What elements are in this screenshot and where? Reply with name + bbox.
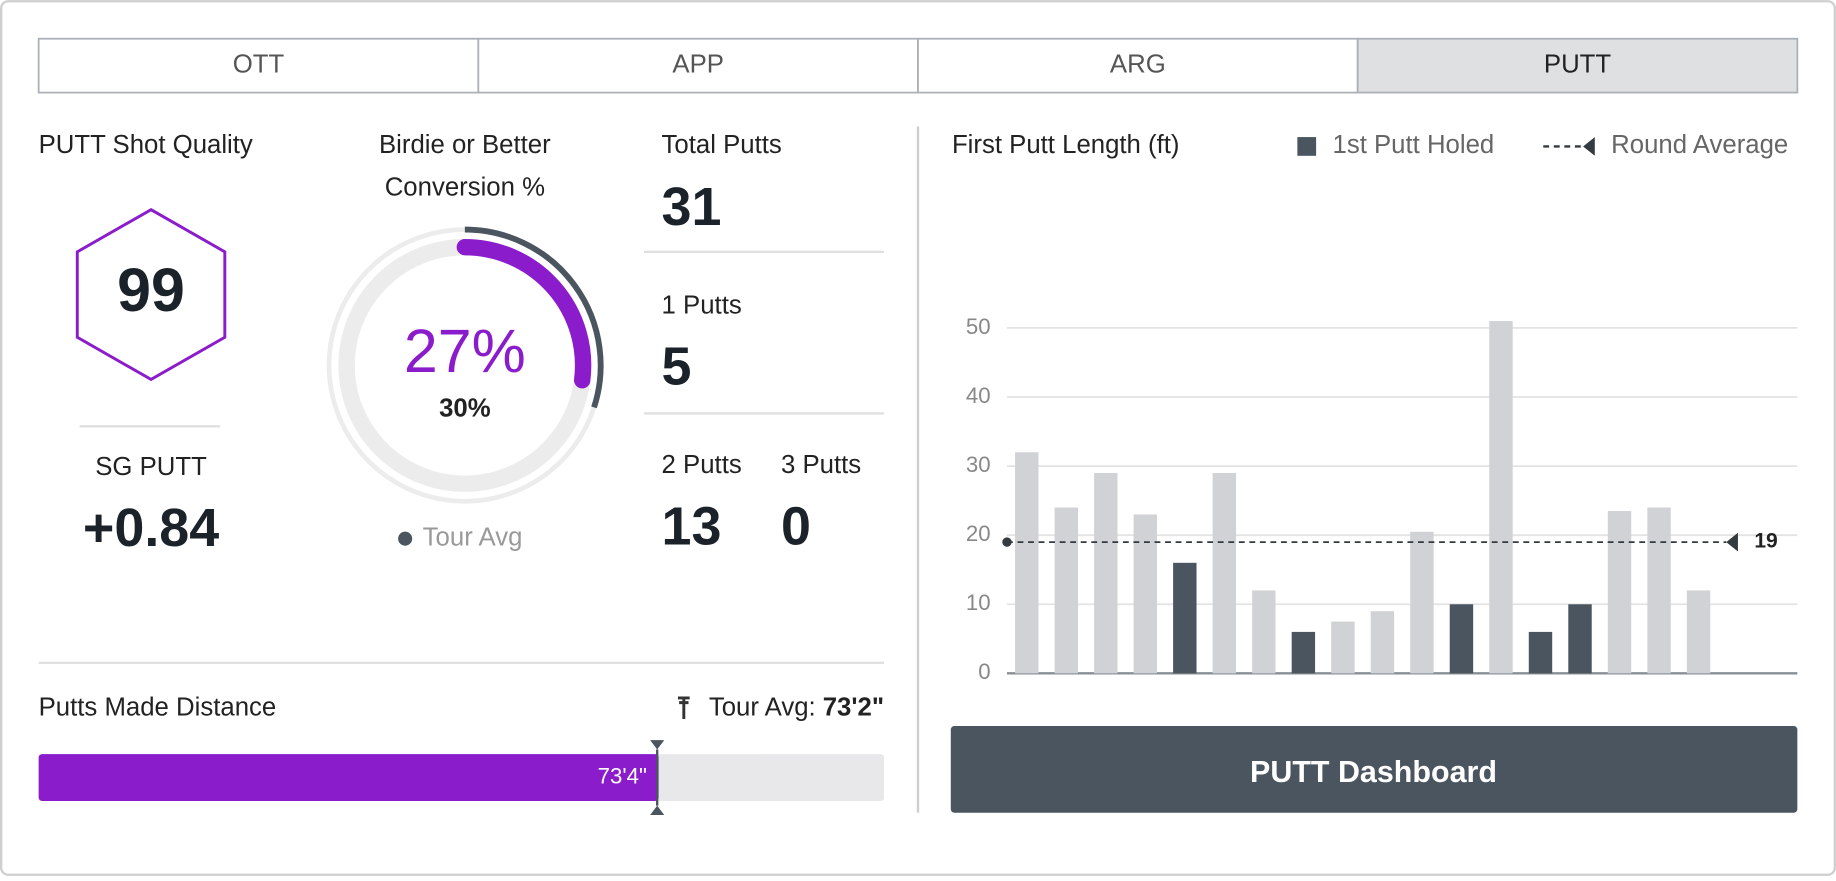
dashboard-button[interactable]	[950, 726, 1798, 813]
gauge-tour-avg-arc	[464, 226, 604, 409]
y-tick-label: 50	[966, 314, 991, 339]
bar	[1449, 604, 1474, 674]
tour-avg-icon	[677, 696, 690, 720]
y-tick-label: 20	[966, 521, 991, 546]
y-tick-label: 0	[978, 659, 990, 684]
section-title: PUTT Shot Quality	[39, 131, 253, 159]
dashboard-button-label[interactable]: PUTT Dashboard	[1250, 755, 1497, 789]
bar	[1410, 531, 1434, 674]
legend-marker	[1583, 137, 1595, 156]
legend-label: 1st Putt Holed	[1333, 131, 1495, 159]
bar	[1094, 473, 1118, 674]
average-dot	[1002, 537, 1012, 547]
sg-label: SG PUTT	[95, 453, 207, 481]
y-tick-label: 10	[966, 590, 991, 615]
stat-value: 13	[662, 497, 722, 557]
bar	[1212, 473, 1237, 674]
distance-bar	[38, 754, 659, 801]
tab-label[interactable]: ARG	[1110, 50, 1166, 78]
tour-avg-marker-bottom	[650, 805, 665, 816]
stat-value: 31	[662, 177, 722, 237]
section-title: Birdie or Better	[379, 131, 551, 159]
average-label: 19	[1754, 530, 1777, 553]
bar	[1568, 604, 1592, 674]
gauge-arc	[456, 238, 592, 389]
bar	[1015, 452, 1039, 674]
bar	[1489, 321, 1513, 674]
stat-value: 0	[781, 497, 811, 557]
tour-avg-text: Tour Avg: 73'2"	[709, 693, 884, 721]
legend-swatch	[1297, 137, 1317, 156]
bar	[1054, 507, 1078, 674]
bar	[1370, 611, 1395, 674]
tour-avg-value: 73'2"	[823, 693, 884, 721]
stat-label: 3 Putts	[781, 451, 861, 479]
legend-dot	[398, 531, 413, 546]
stat-label: Total Putts	[662, 131, 782, 159]
tab-label[interactable]: OTT	[233, 50, 285, 78]
legend-label: Tour Avg	[423, 524, 523, 552]
tab[interactable]	[917, 37, 1359, 94]
score: 99	[117, 256, 185, 324]
hexagon	[75, 207, 227, 382]
bar	[1133, 514, 1158, 674]
chart-title: First Putt Length (ft)	[952, 131, 1180, 159]
bar	[1647, 507, 1671, 674]
average-marker	[1726, 532, 1738, 552]
bar	[1173, 562, 1197, 674]
stat-value: 5	[662, 336, 692, 396]
bar	[1686, 590, 1711, 674]
section-title: Putts Made Distance	[39, 693, 277, 721]
bar	[1252, 590, 1276, 674]
tab-label[interactable]: APP	[672, 50, 724, 78]
y-tick-label: 40	[966, 383, 991, 408]
tour-avg-prefix: Tour Avg:	[709, 693, 816, 721]
tour-avg-marker-top	[650, 740, 665, 750]
tab-label[interactable]: PUTT	[1544, 50, 1612, 78]
bar	[1291, 631, 1316, 674]
section-title: Conversion %	[385, 173, 545, 201]
bar	[1528, 631, 1553, 674]
sg-value: +0.84	[83, 498, 219, 558]
legend-label: Round Average	[1611, 131, 1788, 159]
stat-label: 2 Putts	[662, 451, 742, 479]
gauge-value: 27%	[404, 317, 526, 385]
bar	[1607, 511, 1632, 674]
bar	[1331, 621, 1355, 674]
tab[interactable]	[1356, 37, 1799, 94]
stat-label: 1 Putts	[662, 292, 742, 320]
gauge-tour-avg: 30%	[439, 395, 491, 423]
distance-label: 73'4"	[598, 763, 647, 788]
y-tick-label: 30	[966, 452, 991, 477]
tab[interactable]	[477, 37, 919, 94]
